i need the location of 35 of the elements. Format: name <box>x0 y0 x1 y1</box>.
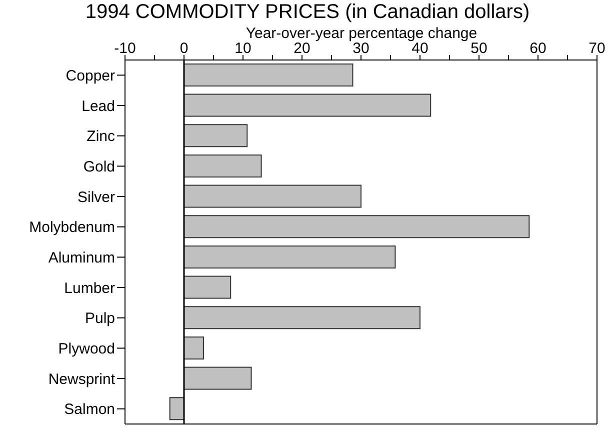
x-axis-title: Year-over-year percentage change <box>246 25 478 42</box>
x-tick-label: 40 <box>412 40 428 57</box>
bar <box>184 336 204 360</box>
bar <box>184 276 232 299</box>
y-tick-label: Aluminum <box>48 249 115 266</box>
x-tick-label: 0 <box>180 40 188 57</box>
x-tick-label: 20 <box>294 40 310 57</box>
y-tick-label: Lumber <box>64 280 116 297</box>
y-tick-label: Gold <box>83 158 115 176</box>
x-tick-label: -10 <box>114 40 136 57</box>
chart-title: 1994 COMMODITY PRICES (in Canadian dollars) <box>84 0 531 24</box>
x-tick-label: 70 <box>588 40 606 57</box>
y-tick-label: Silver <box>77 188 115 206</box>
bar <box>169 397 184 420</box>
bar <box>184 94 432 117</box>
y-tick-label: Copper <box>66 67 115 84</box>
bar <box>184 124 248 148</box>
bar <box>184 215 530 238</box>
x-tick-label: 50 <box>470 40 488 57</box>
y-tick-label: Pulp <box>84 310 115 328</box>
x-tick-label: 10 <box>234 40 252 57</box>
x-tick-label: 30 <box>352 40 370 57</box>
y-tick-label: Molybdenum <box>29 219 115 236</box>
bar <box>184 63 354 86</box>
bar <box>184 306 420 330</box>
bar <box>184 245 396 268</box>
x-tick-label: 60 <box>530 40 546 57</box>
bar <box>184 154 262 178</box>
y-tick-label: Plywood <box>58 340 115 358</box>
y-tick-label: Zinc <box>86 128 116 146</box>
y-tick-label: Salmon <box>64 401 115 418</box>
y-tick-label: Lead <box>82 98 115 115</box>
bar <box>184 366 252 390</box>
bar <box>184 184 362 208</box>
y-tick-label: Newsprint <box>48 370 116 388</box>
